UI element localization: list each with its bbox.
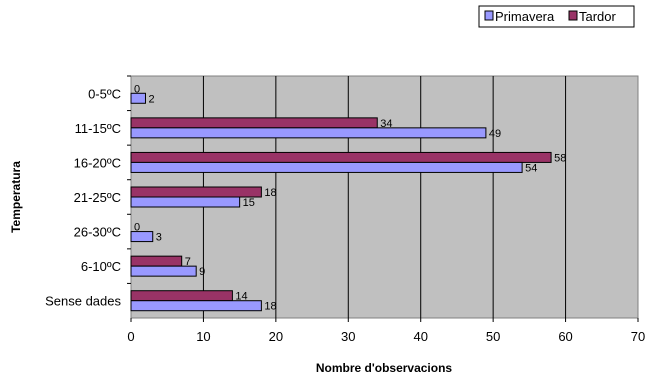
x-tick-label: 10: [196, 329, 210, 344]
bars: [130, 92, 552, 312]
y-tick-label: 0-5ºC: [88, 86, 121, 101]
data-label-primavera: 18: [264, 301, 276, 313]
x-axis-title: Nombre d'observacions: [316, 361, 453, 375]
bar-tardor: [130, 117, 378, 129]
legend-label-primavera: Primavera: [495, 9, 555, 24]
x-tick-label: 30: [341, 329, 355, 344]
bar-primavera: [130, 196, 241, 208]
bar-tardor: [130, 290, 233, 302]
bar-primavera: [130, 300, 262, 312]
data-label-tardor: 58: [554, 152, 566, 164]
x-tick-label: 0: [127, 329, 134, 344]
data-label-tardor: 0: [134, 83, 140, 95]
legend: Primavera Tardor: [478, 5, 635, 28]
bar-tardor: [130, 255, 183, 267]
y-tick-label: 16-20ºC: [74, 155, 121, 170]
y-tick-label: 26-30ºC: [74, 225, 121, 240]
bar-tardor: [130, 186, 262, 198]
data-label-primavera: 3: [156, 232, 162, 244]
legend-swatch-tardor: [568, 10, 578, 21]
data-label-tardor: 34: [380, 118, 392, 130]
bar-primavera: [130, 265, 197, 277]
legend-box: [478, 5, 635, 28]
y-tick-label: 6-10ºC: [81, 259, 121, 274]
y-tick-labels: 0-5ºC 11-15ºC 16-20ºC 21-25ºC 26-30ºC 6-10ºC S…: [45, 86, 121, 308]
legend-label-tardor: Tardor: [579, 9, 617, 24]
data-label-primavera: 2: [148, 93, 154, 105]
bar-primavera: [130, 127, 487, 139]
x-tick-label: 60: [558, 329, 572, 344]
x-tick-label: 20: [269, 329, 283, 344]
bar-primavera: [130, 92, 146, 104]
x-tick-labels: 0 10 20 30 40 50 60 70: [127, 329, 645, 344]
data-label-tardor: 18: [264, 187, 276, 199]
x-tick-label: 40: [413, 329, 427, 344]
data-label-primavera: 9: [199, 266, 205, 278]
data-label-primavera: 54: [525, 162, 537, 174]
data-label-primavera: 49: [489, 128, 501, 140]
bar-primavera: [130, 161, 523, 173]
data-label-tardor: 14: [235, 291, 247, 303]
data-label-primavera: 15: [243, 197, 255, 209]
bar-primavera: [130, 231, 154, 243]
x-tick-label: 50: [486, 329, 500, 344]
y-tick-label: 21-25ºC: [74, 190, 121, 205]
legend-swatch-primavera: [484, 10, 494, 21]
y-tick-label: Sense dades: [45, 294, 121, 309]
x-tick-label: 70: [631, 329, 645, 344]
y-axis-title: Temperatura: [9, 161, 23, 233]
gridlines: [127, 75, 639, 322]
data-label-tardor: 0: [134, 222, 140, 234]
y-tick-label: 11-15ºC: [75, 121, 121, 136]
bar-tardor: [130, 151, 552, 163]
data-label-tardor: 7: [185, 256, 191, 268]
